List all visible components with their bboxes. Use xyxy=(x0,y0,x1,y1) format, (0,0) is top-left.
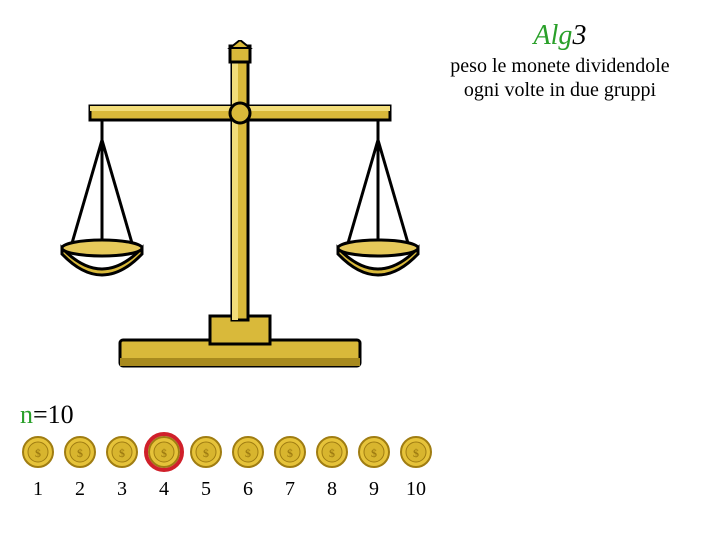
coin-cell: $4 xyxy=(146,436,182,501)
coin-icon: $ xyxy=(358,436,390,468)
coin-icon: $ xyxy=(232,436,264,468)
coin-icon: $ xyxy=(274,436,306,468)
coin-cell: $7 xyxy=(272,436,308,501)
coin-number: 6 xyxy=(243,478,253,501)
coin-cell: $10 xyxy=(398,436,434,501)
coin-icon: $ xyxy=(64,436,96,468)
coin-cell: $2 xyxy=(62,436,98,501)
svg-text:$: $ xyxy=(245,446,251,460)
coin-number: 1 xyxy=(33,478,43,501)
n-equals: = xyxy=(33,400,48,429)
balance-scale xyxy=(60,40,420,380)
title-prefix: Alg xyxy=(534,20,573,51)
coin-cell: $1 xyxy=(20,436,56,501)
svg-text:$: $ xyxy=(77,446,83,460)
svg-text:$: $ xyxy=(371,446,377,460)
coin-number: 5 xyxy=(201,478,211,501)
coin-number: 3 xyxy=(117,478,127,501)
coin-number: 8 xyxy=(327,478,337,501)
svg-text:$: $ xyxy=(119,446,125,460)
coin-icon: $ xyxy=(106,436,138,468)
coin-icon: $ xyxy=(148,436,180,468)
coin-cell: $9 xyxy=(356,436,392,501)
coin-number: 9 xyxy=(369,478,379,501)
coin-number: 10 xyxy=(406,478,426,501)
coin-cell: $5 xyxy=(188,436,224,501)
coin-cell: $8 xyxy=(314,436,350,501)
svg-text:$: $ xyxy=(287,446,293,460)
coin-icon: $ xyxy=(22,436,54,468)
title-block: Alg3 peso le monete dividendole ogni vol… xyxy=(440,20,680,102)
coins-row: $1$2$3$4$5$6$7$8$9$10 xyxy=(20,436,434,501)
svg-text:$: $ xyxy=(35,446,41,460)
svg-text:$: $ xyxy=(161,446,167,460)
coin-number: 2 xyxy=(75,478,85,501)
algorithm-description: peso le monete dividendole ogni volte in… xyxy=(440,54,680,102)
svg-text:$: $ xyxy=(203,446,209,460)
coin-number: 7 xyxy=(285,478,295,501)
coin-cell: $6 xyxy=(230,436,266,501)
coin-icon: $ xyxy=(190,436,222,468)
n-label: n=10 xyxy=(20,400,74,430)
coin-number: 4 xyxy=(159,478,169,501)
n-value: 10 xyxy=(48,400,74,429)
coin-icon: $ xyxy=(316,436,348,468)
title-number: 3 xyxy=(572,20,586,51)
n-variable: n xyxy=(20,400,33,429)
svg-text:$: $ xyxy=(413,446,419,460)
algorithm-title: Alg3 xyxy=(440,20,680,52)
svg-text:$: $ xyxy=(329,446,335,460)
coin-cell: $3 xyxy=(104,436,140,501)
coin-icon: $ xyxy=(400,436,432,468)
